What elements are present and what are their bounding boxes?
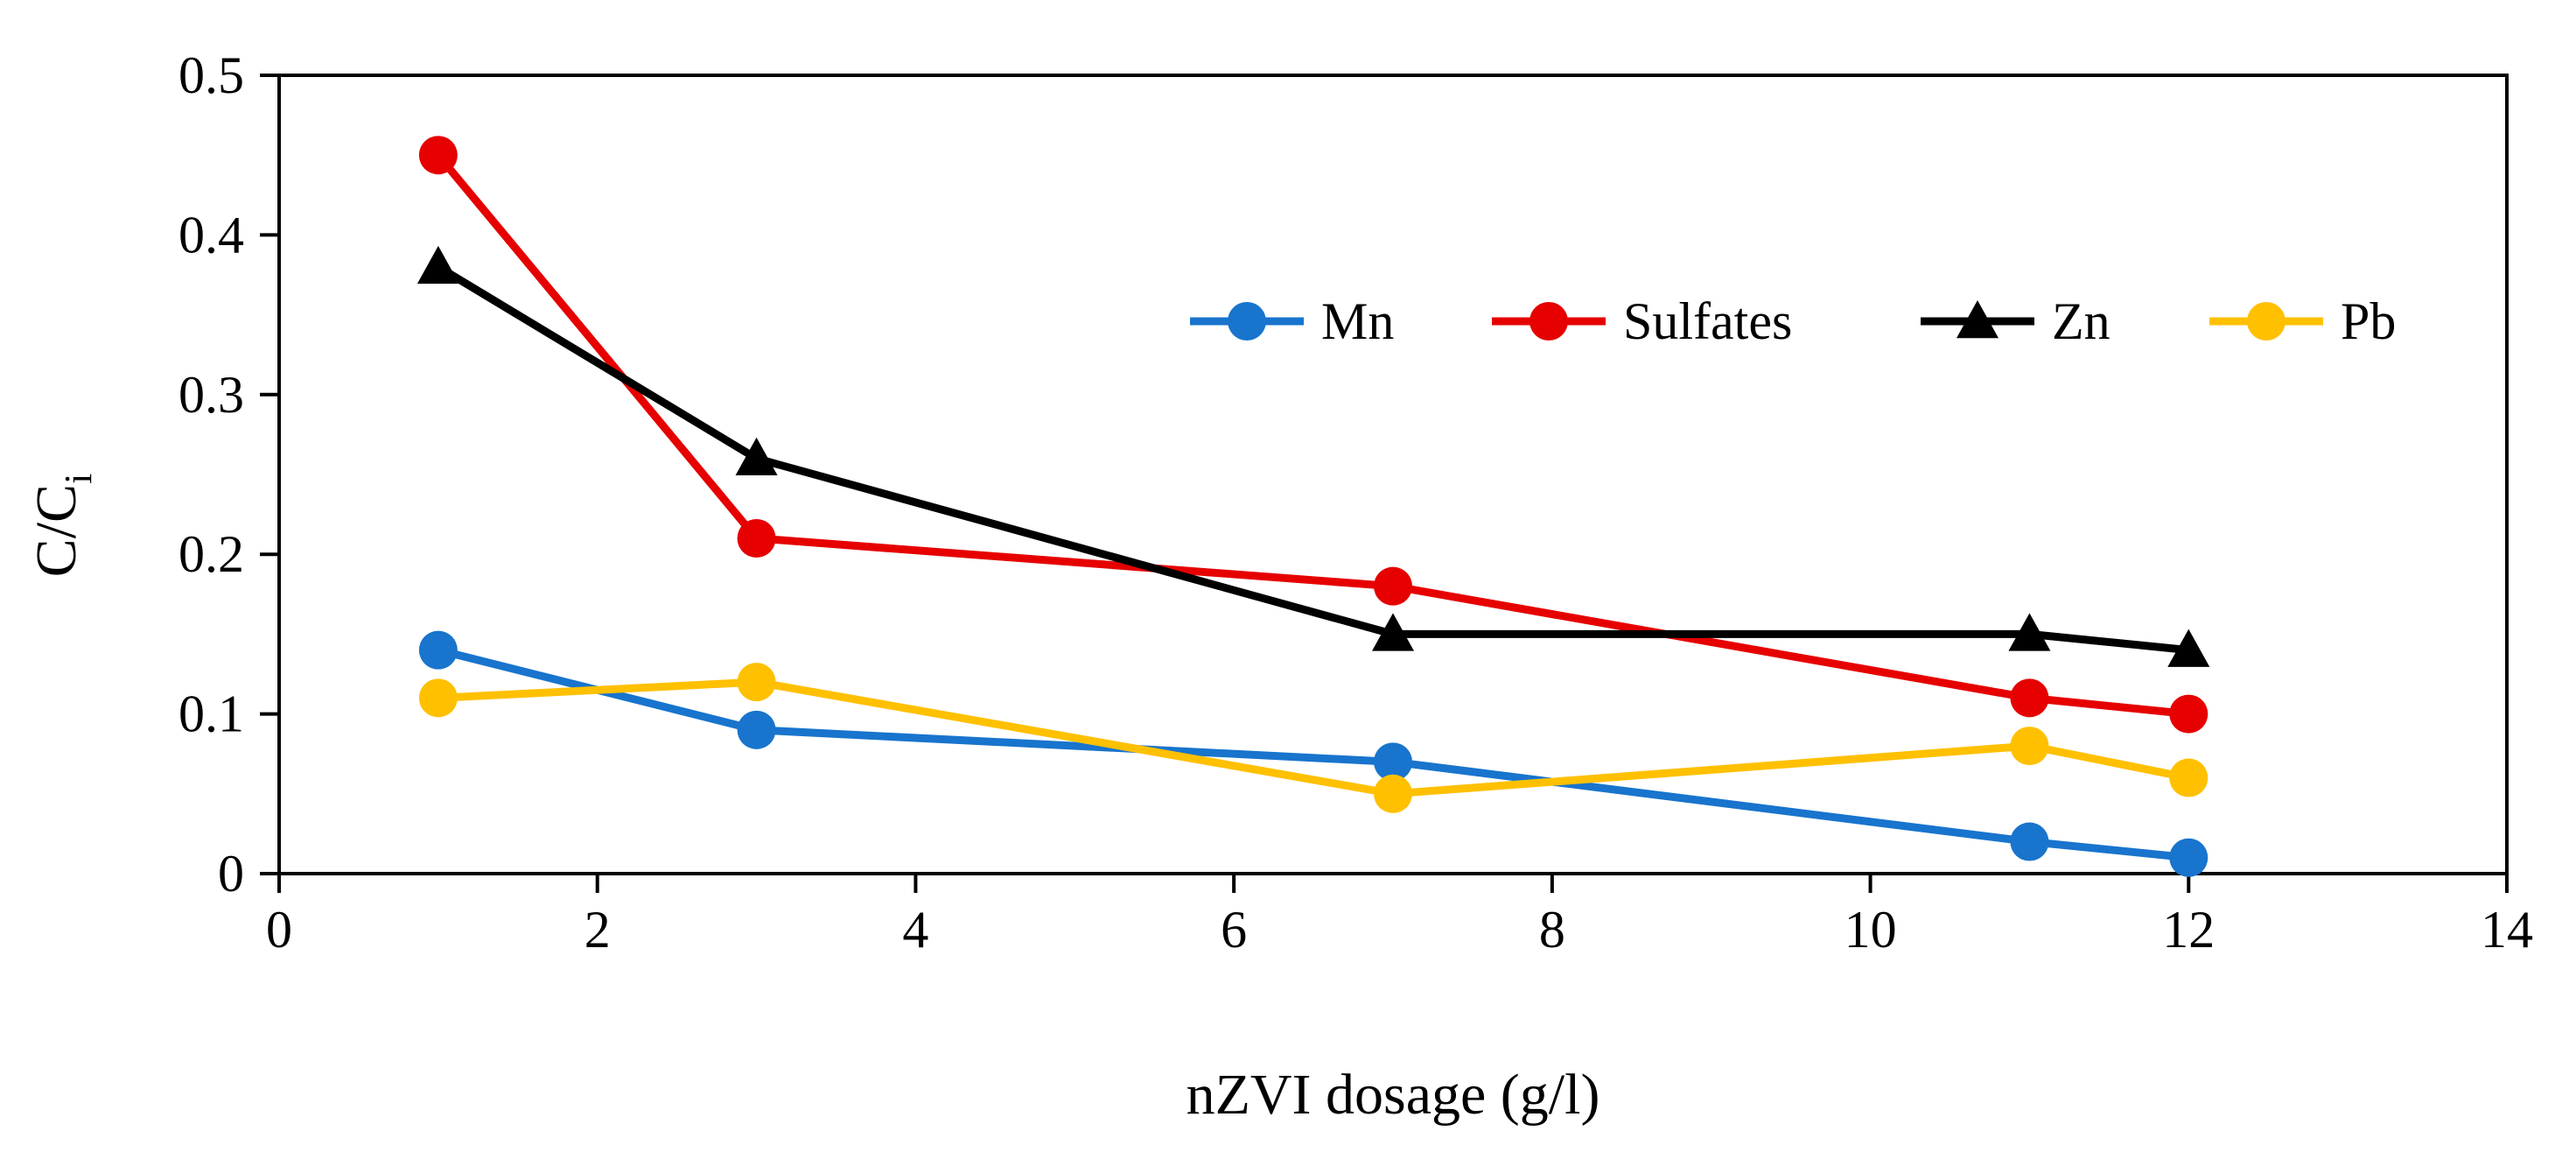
data-point-zn [735,437,778,475]
x-tick-label: 10 [1844,901,1897,959]
x-tick-label: 12 [2162,901,2215,959]
legend-marker-zn [1956,300,1998,339]
data-point-sulfates [1374,566,1412,606]
svg-text:C/Ci: C/Ci [24,474,100,578]
y-axis-label: C/Ci [24,474,100,578]
x-tick-label: 2 [584,901,611,959]
legend-item-pb: Pb [2209,292,2396,350]
y-tick-label: 0.5 [178,46,244,104]
series-markers [416,136,2210,877]
y-tick-label: 0 [218,845,244,903]
legend: Mn Sulfates Zn Pb [1190,292,2396,350]
data-point-mn [2169,838,2208,877]
legend-marker-pb [2247,302,2286,341]
x-tick-label: 4 [902,901,928,959]
series-lines [435,152,2190,862]
data-point-mn [737,710,776,749]
data-point-pb [737,663,776,702]
y-tick-label: 0.2 [178,525,244,583]
plot-area [277,74,2509,875]
x-tick-label: 6 [1221,901,1247,959]
data-point-zn [1372,613,1414,651]
legend-label-pb: Pb [2341,292,2396,350]
plot-border [277,74,2509,875]
data-point-pb [1374,774,1412,813]
data-point-mn [418,630,458,670]
y-axis: 0 0.1 0.2 0.3 0.4 0.5 [178,46,279,903]
data-point-zn [2167,629,2210,667]
data-point-pb [418,678,458,718]
legend-item-mn: Mn [1190,292,1394,350]
x-tick-label: 8 [1539,901,1565,959]
y-axis-label-subscript: i [57,474,100,484]
data-point-zn [416,245,459,284]
legend-marker-mn [1228,302,1266,341]
legend-label-zn: Zn [2052,292,2110,350]
data-point-pb [2010,727,2049,766]
x-axis: 0 2 4 6 8 10 12 14 [266,874,2533,959]
data-point-mn [1374,742,1412,782]
y-tick-label: 0.1 [178,685,244,743]
data-point-sulfates [2169,694,2208,734]
x-tick-label: 0 [266,901,292,959]
data-point-sulfates [2010,678,2049,718]
data-point-pb [2169,758,2208,797]
data-point-sulfates [418,136,458,175]
legend-label-mn: Mn [1321,292,1394,350]
y-axis-label-main: C/C [24,484,88,577]
data-point-sulfates [737,518,776,558]
data-point-zn [2008,613,2051,651]
series-line-pb [438,678,2190,798]
legend-item-sulfates: Sulfates [1492,292,1792,350]
x-axis-label: nZVI dosage (g/l) [1186,1063,1600,1127]
legend-label-sulfates: Sulfates [1623,292,1792,350]
data-point-mn [2010,822,2049,861]
legend-item-zn: Zn [1921,292,2110,350]
y-tick-label: 0.3 [178,366,244,424]
series-line-sulfates [435,152,2189,719]
legend-marker-sulfates [1530,302,1568,341]
x-tick-label: 14 [2481,901,2533,959]
y-tick-label: 0.4 [178,206,244,263]
